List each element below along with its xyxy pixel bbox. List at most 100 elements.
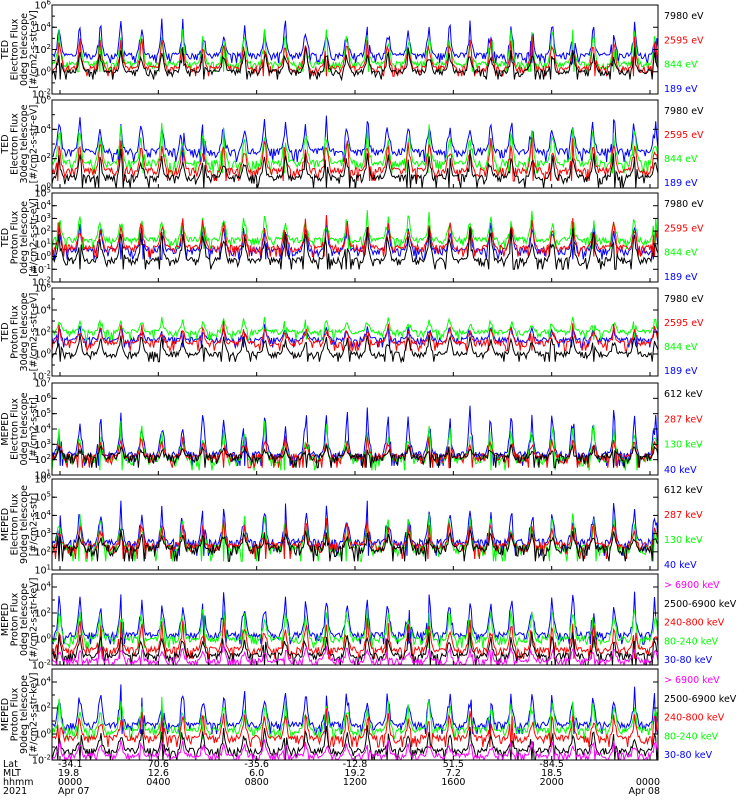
y-tick-label: 102 xyxy=(34,545,51,558)
series-line-7980-ev xyxy=(52,148,658,188)
legend-entry: 130 keV xyxy=(664,440,703,451)
y-tick-label: 104 xyxy=(34,304,51,317)
legend-entry: 2595 eV xyxy=(664,223,704,234)
x-tick-label: 70.6 xyxy=(148,759,169,770)
x-tick-label: -84.5 xyxy=(539,759,564,770)
legend-entry: 844 eV xyxy=(664,342,698,353)
legend-entry: 240-800 keV xyxy=(664,618,725,629)
y-axis-label-line: Electron Flux xyxy=(10,493,21,555)
legend-entry: 7980 eV xyxy=(664,199,704,210)
x-tick-label: 2000 xyxy=(540,777,564,788)
series-group xyxy=(52,500,658,562)
series-group xyxy=(52,405,658,471)
y-tick-label: 100 xyxy=(34,250,51,263)
y-tick-label: 10-2 xyxy=(32,754,51,767)
legend-entry: 189 eV xyxy=(664,272,698,283)
y-axis-label-line: Electron Flux xyxy=(10,113,21,175)
y-tick-label: 105 xyxy=(34,187,51,200)
series-line-2595-ev xyxy=(52,214,658,258)
series-line-80-240-kev xyxy=(52,608,658,649)
y-tick-label: 100 xyxy=(34,65,51,78)
y-axis-label-line: 0deg telescope xyxy=(19,392,30,465)
y-axis-label-line: 90deg telescope xyxy=(19,485,30,564)
y-tick-label: 100 xyxy=(34,182,51,195)
y-axis-label-line: TED xyxy=(0,322,11,342)
series-line-2595-ev xyxy=(52,35,658,77)
series-group xyxy=(52,115,658,188)
y-axis-label-line: 0deg telescope xyxy=(19,201,30,274)
series-line-7980-ev xyxy=(52,334,658,364)
x-tick-label: Apr 08 xyxy=(628,786,660,797)
y-tick-label: 100 xyxy=(34,348,51,361)
y-axis-label-line: [#/cm2-s-str-keV] xyxy=(29,673,40,757)
y-axis-label-line: TED xyxy=(0,228,11,248)
x-tick-label: 0000 xyxy=(58,777,82,788)
y-tick-label: 100 xyxy=(34,728,51,741)
y-axis-label-line: [#/cm2-s-str-eV] xyxy=(29,198,40,277)
series-line-612-kev xyxy=(52,529,658,562)
y-tick-label: 104 xyxy=(34,21,51,34)
x-tick-label: 0400 xyxy=(146,777,170,788)
legend-entry: 40 keV xyxy=(664,465,697,476)
x-tick-label: 0000 xyxy=(636,777,660,788)
series-group xyxy=(52,316,658,364)
x-tick-label: 51.5 xyxy=(443,759,464,770)
y-axis-label-line: MEPED xyxy=(0,508,11,541)
y-axis-label-line: MEPED xyxy=(0,698,11,731)
y-axis-label-line: 0deg telescope xyxy=(19,583,30,656)
legend-entry: 7980 eV xyxy=(664,106,704,117)
y-tick-label: 100 xyxy=(34,633,51,646)
x-tick-label: 12.6 xyxy=(148,768,169,779)
y-axis-label-line: [#/cm2-s-str] xyxy=(29,397,40,460)
legend-entry: 7980 eV xyxy=(664,294,704,305)
series-group xyxy=(52,210,658,270)
y-tick-label: 102 xyxy=(34,225,51,238)
y-tick-label: 104 xyxy=(34,676,51,689)
y-axis-label-line: [#/cm2-s-str-keV] xyxy=(29,578,40,662)
y-axis-label-line: TED xyxy=(0,40,11,60)
y-tick-label: 107 xyxy=(34,377,51,390)
series-group xyxy=(52,684,658,760)
series-group xyxy=(52,18,658,82)
y-tick-label: 106 xyxy=(34,392,51,405)
series-line-2500-6900-kev xyxy=(52,725,658,760)
x-tick-label: 1200 xyxy=(343,777,367,788)
y-tick-label: 106 xyxy=(34,282,51,295)
legend-entry: 844 eV xyxy=(664,248,698,259)
y-axis-label-line: Proton Flux xyxy=(10,305,21,359)
y-axis-label-line: TED xyxy=(0,134,11,154)
y-tick-label: 104 xyxy=(34,509,51,522)
x-tick-label: 0800 xyxy=(245,777,269,788)
y-tick-label: 102 xyxy=(34,43,51,56)
series-line-240-800-kev xyxy=(52,617,658,660)
y-tick-label: 102 xyxy=(34,453,51,466)
legend-entry: > 6900 keV xyxy=(664,675,720,686)
series-line-844-ev xyxy=(52,316,658,341)
y-axis-label-line: [#/cm2-s-str-eV] xyxy=(29,105,40,184)
y-axis-label-line: [#/cm2-s-str] xyxy=(29,493,40,556)
series-line-2595-ev xyxy=(52,136,658,182)
x-row-label: Lat xyxy=(3,759,18,770)
series-group xyxy=(52,591,658,665)
legend-entry: 30-80 keV xyxy=(664,750,713,761)
y-tick-label: 106 xyxy=(34,473,51,486)
legend-entry: 2500-6900 keV xyxy=(664,694,737,705)
legend-entry: 844 eV xyxy=(664,154,698,165)
legend-entry: 2595 eV xyxy=(664,318,704,329)
y-axis-label-line: [#/cm2-s-str-eV] xyxy=(29,10,40,89)
x-tick-label: 19.2 xyxy=(344,768,365,779)
x-tick-label: 7.2 xyxy=(446,768,461,779)
series-line-80-240-kev xyxy=(52,696,658,740)
x-tick-label: 18.5 xyxy=(541,768,562,779)
x-tick-label: 1600 xyxy=(441,777,465,788)
y-tick-label: 103 xyxy=(34,438,51,451)
legend-entry: 30-80 keV xyxy=(664,655,713,666)
series-line-30-80-kev xyxy=(52,591,658,645)
legend-entry: 7980 eV xyxy=(664,11,704,22)
legend-entry: 189 eV xyxy=(664,366,698,377)
x-row-label: MLT xyxy=(3,768,21,779)
